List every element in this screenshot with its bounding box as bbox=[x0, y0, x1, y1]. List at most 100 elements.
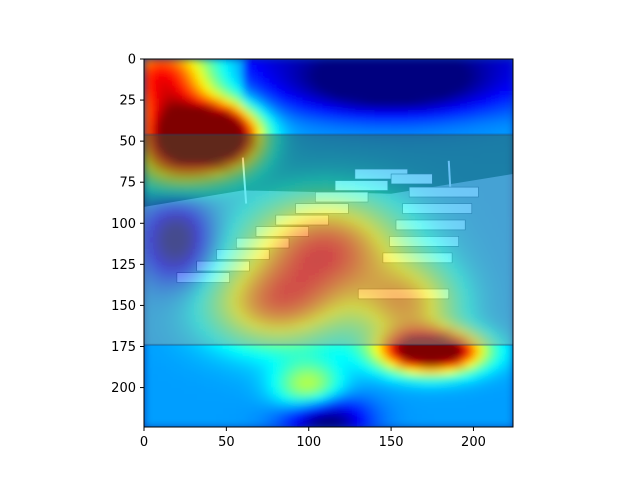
heatmap-cell bbox=[493, 124, 501, 132]
heatmap-cell bbox=[486, 420, 494, 427]
heatmap-cell bbox=[216, 210, 224, 218]
heatmap-cell bbox=[216, 144, 224, 152]
heatmap-cell bbox=[282, 400, 290, 408]
heatmap-cell bbox=[387, 137, 395, 146]
heatmap-cell bbox=[144, 328, 152, 336]
heatmap-cell bbox=[427, 131, 435, 139]
heatmap-cell bbox=[348, 328, 356, 336]
heatmap-cell bbox=[387, 269, 395, 277]
heatmap-cell bbox=[433, 177, 442, 185]
heatmap-cell bbox=[466, 223, 475, 231]
heatmap-cell bbox=[203, 295, 211, 303]
heatmap-cell bbox=[144, 197, 152, 205]
heatmap-cell bbox=[381, 394, 389, 402]
heatmap-cell bbox=[236, 243, 244, 251]
heatmap-cell bbox=[157, 223, 165, 231]
heatmap-cell bbox=[493, 315, 501, 323]
heatmap-cell bbox=[394, 177, 402, 185]
heatmap-cell bbox=[308, 177, 316, 185]
heatmap-cell bbox=[242, 381, 251, 389]
heatmap-cell bbox=[269, 348, 277, 356]
heatmap-cell bbox=[427, 289, 435, 297]
heatmap-cell bbox=[223, 289, 231, 297]
heatmap-cell bbox=[394, 78, 402, 86]
heatmap-cell bbox=[374, 249, 382, 257]
lot-surface bbox=[144, 134, 513, 345]
heatmap-cell bbox=[203, 190, 211, 198]
heatmap-cell bbox=[414, 164, 422, 172]
heatmap-cell bbox=[302, 65, 310, 73]
heatmap-cell bbox=[170, 249, 178, 257]
heatmap-cell bbox=[262, 210, 270, 218]
heatmap-cell bbox=[506, 335, 513, 343]
heatmap-cell bbox=[447, 341, 455, 349]
heatmap-cell bbox=[262, 98, 270, 106]
heatmap-cell bbox=[302, 229, 310, 238]
heatmap-cell bbox=[242, 348, 251, 356]
heatmap-cell bbox=[236, 229, 244, 238]
heatmap-cell bbox=[440, 308, 448, 316]
heatmap-cell bbox=[242, 243, 251, 251]
heatmap-cell bbox=[387, 78, 395, 86]
heatmap-cell bbox=[387, 190, 395, 198]
heatmap-cell bbox=[150, 400, 158, 408]
heatmap-cell bbox=[282, 137, 290, 146]
heatmap-cell bbox=[282, 413, 290, 422]
heatmap-cell bbox=[466, 118, 475, 126]
heatmap-cell bbox=[308, 367, 316, 376]
heatmap-cell bbox=[196, 269, 204, 277]
heatmap-cell bbox=[295, 164, 303, 172]
heatmap-cell bbox=[433, 111, 442, 119]
heatmap-cell bbox=[433, 354, 442, 362]
heatmap-cell bbox=[302, 111, 310, 119]
heatmap-cell bbox=[308, 72, 316, 80]
heatmap-cell bbox=[460, 98, 468, 106]
heatmap-cell bbox=[315, 269, 323, 277]
heatmap-cell bbox=[321, 302, 330, 310]
heatmap-cell bbox=[249, 183, 257, 192]
heatmap-cell bbox=[374, 394, 382, 402]
heatmap-cell bbox=[354, 197, 363, 205]
heatmap-cell bbox=[242, 216, 251, 224]
heatmap-cell bbox=[203, 164, 211, 172]
heatmap-cell bbox=[453, 59, 461, 67]
heatmap-cell bbox=[302, 282, 310, 290]
heatmap-cell bbox=[262, 59, 270, 67]
heatmap-cell bbox=[453, 157, 461, 165]
heatmap-cell bbox=[361, 91, 369, 100]
heatmap-cell bbox=[433, 407, 442, 415]
heatmap-cell bbox=[341, 315, 349, 323]
heatmap-cell bbox=[275, 65, 283, 73]
heatmap-cell bbox=[335, 177, 343, 185]
heatmap-cell bbox=[176, 328, 185, 336]
heatmap-cell bbox=[473, 413, 481, 422]
heatmap-cell bbox=[480, 354, 488, 362]
heatmap-cell bbox=[196, 243, 204, 251]
heatmap-cell bbox=[275, 85, 283, 93]
heatmap-cell bbox=[275, 361, 283, 369]
heatmap-cell bbox=[315, 183, 323, 192]
heatmap-cell bbox=[157, 243, 165, 251]
heatmap-cell bbox=[229, 308, 237, 316]
heatmap-cell bbox=[400, 249, 409, 257]
heatmap-cell bbox=[440, 91, 448, 100]
heatmap-cell bbox=[157, 295, 165, 303]
heatmap-cell bbox=[183, 164, 191, 172]
heatmap-cell bbox=[361, 59, 369, 67]
heatmap-cell bbox=[229, 137, 237, 146]
heatmap-cell bbox=[282, 407, 290, 415]
heatmap-cell bbox=[295, 59, 303, 67]
heatmap-cell bbox=[262, 269, 270, 277]
heatmap-cell bbox=[480, 137, 488, 146]
heatmap-cell bbox=[420, 335, 428, 343]
heatmap-cell bbox=[183, 157, 191, 165]
heatmap-cell bbox=[176, 387, 185, 395]
heatmap-cell bbox=[163, 197, 171, 205]
heatmap-cell bbox=[144, 282, 152, 290]
heatmap-cell bbox=[295, 210, 303, 218]
heatmap-cell bbox=[256, 407, 264, 415]
heatmap-cell bbox=[321, 177, 330, 185]
heatmap-cell bbox=[144, 321, 152, 330]
heatmap-cell bbox=[486, 413, 494, 422]
heatmap-cell bbox=[157, 387, 165, 395]
